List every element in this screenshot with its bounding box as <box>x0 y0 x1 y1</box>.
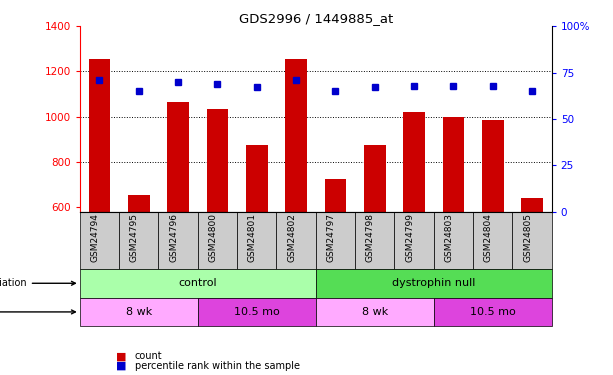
Text: 10.5 mo: 10.5 mo <box>470 307 516 317</box>
Text: GSM24797: GSM24797 <box>326 213 335 262</box>
Bar <box>316 298 434 326</box>
Bar <box>246 145 267 211</box>
Text: count: count <box>135 351 162 361</box>
Text: GSM24802: GSM24802 <box>287 213 296 262</box>
Bar <box>316 211 355 269</box>
Title: GDS2996 / 1449885_at: GDS2996 / 1449885_at <box>238 12 393 25</box>
Text: GSM24796: GSM24796 <box>169 213 178 262</box>
Text: GSM24800: GSM24800 <box>208 213 218 262</box>
Text: 8 wk: 8 wk <box>126 307 152 317</box>
Bar <box>80 298 197 326</box>
Bar <box>119 211 158 269</box>
Bar <box>434 211 473 269</box>
Bar <box>276 211 316 269</box>
Text: age: age <box>0 307 75 317</box>
Bar <box>394 211 434 269</box>
Bar <box>434 298 552 326</box>
Bar <box>80 269 316 298</box>
Text: GSM24803: GSM24803 <box>444 213 454 262</box>
Bar <box>88 59 110 211</box>
Text: control: control <box>178 278 217 288</box>
Text: GSM24801: GSM24801 <box>248 213 257 262</box>
Text: 8 wk: 8 wk <box>362 307 388 317</box>
Text: genotype/variation: genotype/variation <box>0 278 75 288</box>
Bar <box>403 112 425 212</box>
Bar <box>521 198 543 211</box>
Bar <box>197 211 237 269</box>
Text: 10.5 mo: 10.5 mo <box>234 307 280 317</box>
Bar <box>355 211 394 269</box>
Text: GSM24794: GSM24794 <box>90 213 99 262</box>
Bar <box>285 59 307 211</box>
Bar <box>167 102 189 212</box>
Text: ■: ■ <box>116 361 127 370</box>
Bar <box>207 109 228 211</box>
Text: GSM24798: GSM24798 <box>366 213 375 262</box>
Bar <box>80 211 119 269</box>
Text: percentile rank within the sample: percentile rank within the sample <box>135 361 300 370</box>
Bar <box>158 211 198 269</box>
Bar <box>512 211 552 269</box>
Bar <box>324 179 346 212</box>
Bar <box>128 195 150 211</box>
Bar <box>316 269 552 298</box>
Bar <box>443 117 464 212</box>
Text: dystrophin null: dystrophin null <box>392 278 476 288</box>
Bar <box>482 120 503 211</box>
Text: GSM24804: GSM24804 <box>484 213 493 262</box>
Bar <box>473 211 512 269</box>
Bar <box>237 211 276 269</box>
Text: GSM24799: GSM24799 <box>405 213 414 262</box>
Text: GSM24795: GSM24795 <box>130 213 139 262</box>
Bar <box>197 298 316 326</box>
Text: GSM24805: GSM24805 <box>523 213 532 262</box>
Bar <box>364 145 386 211</box>
Text: ■: ■ <box>116 351 127 361</box>
